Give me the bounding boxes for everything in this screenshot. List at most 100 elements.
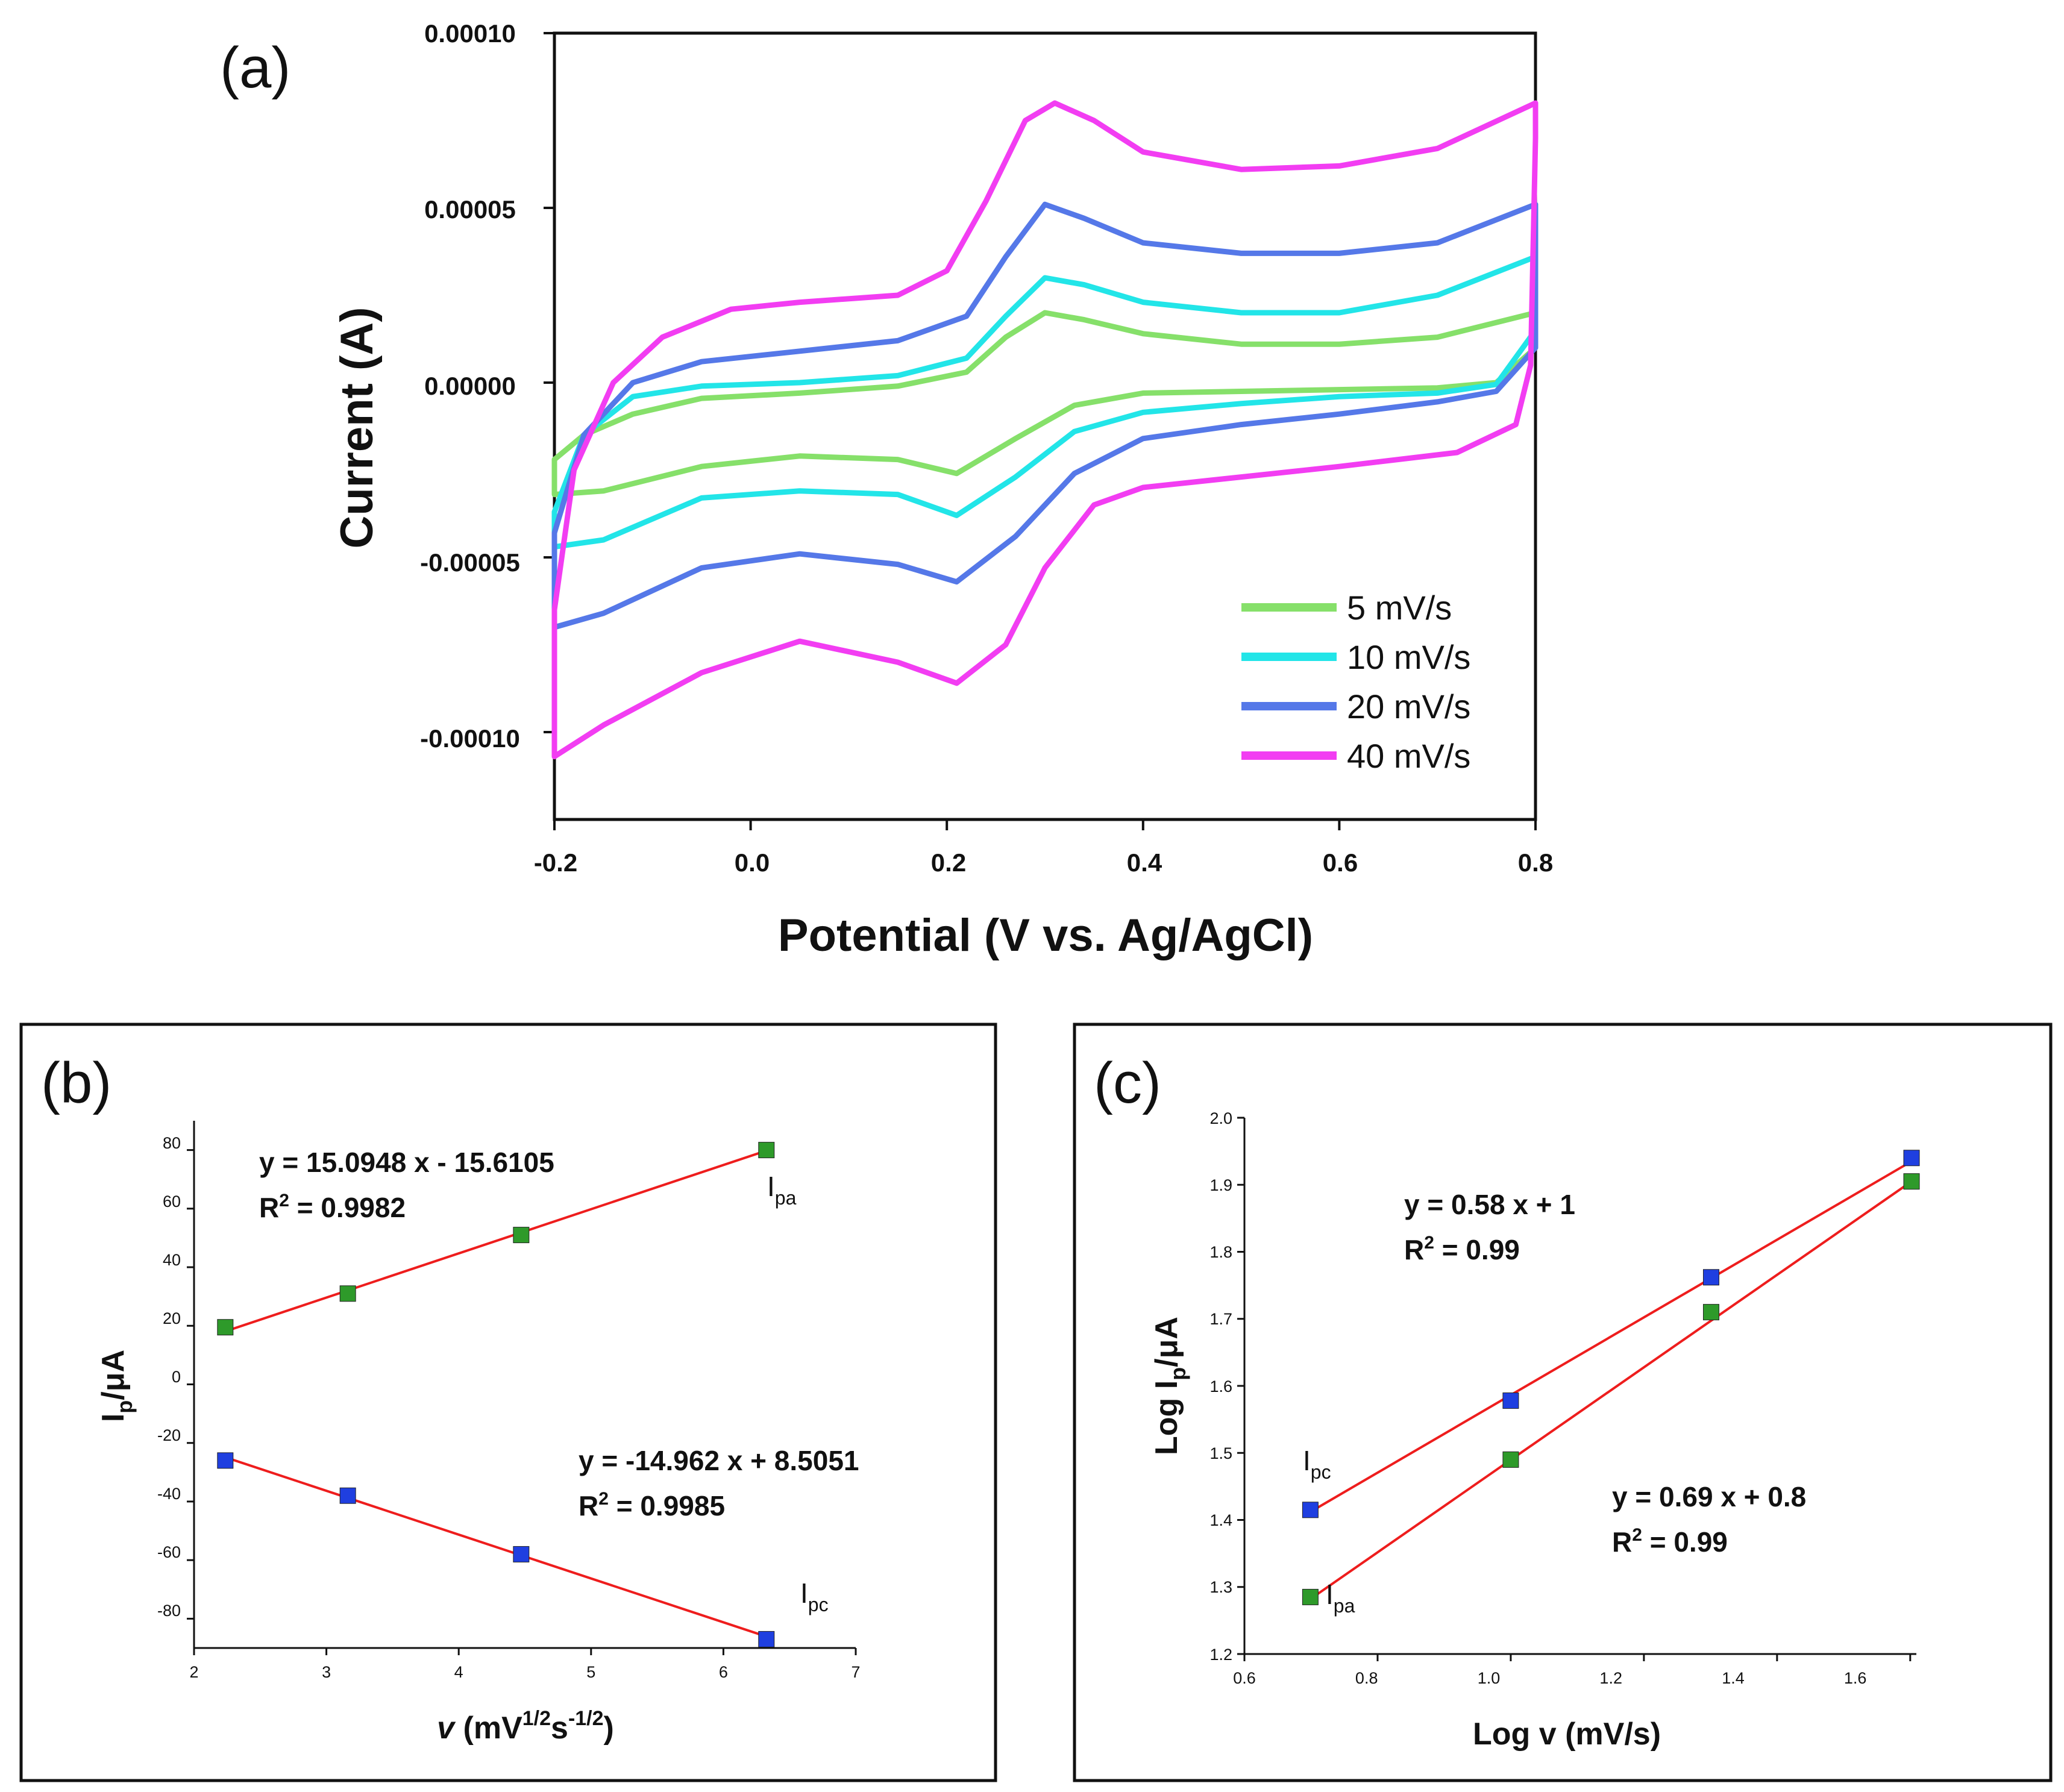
c-ytick-label: 1.2 bbox=[1209, 1646, 1232, 1664]
b-point-ipa bbox=[339, 1285, 356, 1302]
cv-curve-5mVs bbox=[551, 310, 1539, 498]
c-xtick-label: 0.8 bbox=[1355, 1669, 1378, 1687]
panel-b-box bbox=[19, 1023, 997, 1782]
c-point-ipc bbox=[1702, 1269, 1719, 1286]
c-ytick-label: 1.5 bbox=[1209, 1444, 1232, 1462]
c-eq-upper: y = 0.58 x + 1 bbox=[1404, 1189, 1575, 1220]
a-ytick-label: 0.00000 bbox=[424, 372, 516, 400]
c-point-ipc bbox=[1302, 1502, 1319, 1518]
b-point-ipc bbox=[758, 1631, 775, 1647]
b-fit-line-ipa bbox=[225, 1149, 767, 1333]
c-ytick-label: 1.4 bbox=[1209, 1511, 1232, 1529]
c-r2-upper: R2 = 0.99 bbox=[1404, 1233, 1520, 1265]
c-ticks bbox=[1237, 1117, 1912, 1661]
panel-a-ticks bbox=[544, 32, 1537, 830]
b-y-axis-label: Ip/μA bbox=[96, 1350, 137, 1422]
b-plot bbox=[217, 1142, 775, 1647]
c-ytick-label: 1.8 bbox=[1209, 1243, 1232, 1261]
b-ytick-label: 60 bbox=[163, 1192, 181, 1211]
c-point-ipa bbox=[1502, 1451, 1519, 1468]
c-ytick-label: 1.9 bbox=[1209, 1176, 1232, 1194]
a-ytick-label: 0.00010 bbox=[424, 19, 516, 48]
c-xtick-label: 1.0 bbox=[1478, 1669, 1501, 1687]
b-point-ipc bbox=[513, 1546, 530, 1562]
b-ytick-label: 80 bbox=[163, 1134, 181, 1152]
b-ytick-label: 0 bbox=[172, 1368, 181, 1386]
b-ytick-label: -80 bbox=[157, 1602, 181, 1620]
panel-b-label: (b) bbox=[41, 1051, 111, 1115]
b-xtick-label: 6 bbox=[719, 1663, 728, 1681]
b-label-ipa: Ipa bbox=[767, 1171, 797, 1209]
a-legend: 5 mV/s 10 mV/s 20 mV/s 40 mV/s bbox=[1241, 589, 1470, 775]
c-ytick-label: 1.3 bbox=[1209, 1578, 1232, 1596]
panel-c-box bbox=[1073, 1023, 2053, 1782]
c-point-ipa bbox=[1302, 1588, 1319, 1605]
c-fit-line-ipa bbox=[1310, 1180, 1913, 1600]
b-ytick-label: 40 bbox=[163, 1251, 181, 1269]
c-ytick-label: 2.0 bbox=[1209, 1109, 1232, 1127]
panel-a-frame bbox=[553, 31, 1537, 821]
b-xtick-label: 4 bbox=[454, 1663, 463, 1681]
panel-c-label: (c) bbox=[1094, 1051, 1161, 1115]
b-point-ipa bbox=[513, 1227, 530, 1244]
c-eq-lower: y = 0.69 x + 0.8 bbox=[1612, 1481, 1806, 1512]
c-xtick-label: 1.2 bbox=[1599, 1669, 1622, 1687]
panel-a-label: (a) bbox=[220, 36, 290, 100]
c-xtick-label: 0.6 bbox=[1233, 1669, 1256, 1687]
b-ytick-label: 20 bbox=[163, 1309, 181, 1327]
panel-a: (a) 0.00010 0.00005 0.00000 -0.00005 -0.… bbox=[220, 19, 1553, 961]
c-ytick-label: 1.6 bbox=[1209, 1377, 1232, 1396]
a-xtick-label: 0.6 bbox=[1323, 848, 1358, 877]
legend-label-10: 10 mV/s bbox=[1347, 638, 1470, 676]
b-xtick-label: 2 bbox=[189, 1663, 198, 1681]
b-point-ipa bbox=[217, 1319, 234, 1336]
b-ytick-label: -40 bbox=[157, 1485, 181, 1503]
b-eq-upper: y = 15.0948 x - 15.6105 bbox=[259, 1147, 554, 1178]
a-ytick-label: -0.00010 bbox=[420, 724, 520, 753]
b-ticks bbox=[187, 1149, 857, 1655]
legend-label-40: 40 mV/s bbox=[1347, 737, 1470, 775]
c-fit-line-ipc bbox=[1310, 1160, 1913, 1513]
b-r2-lower: R2 = 0.9985 bbox=[579, 1489, 725, 1521]
panel-a-curves bbox=[551, 100, 1539, 760]
b-ytick-label: -60 bbox=[157, 1543, 181, 1561]
b-ytick-label: -20 bbox=[157, 1426, 181, 1444]
b-point-ipa bbox=[758, 1142, 775, 1159]
b-xtick-label: 3 bbox=[322, 1663, 331, 1681]
c-y-axis-label: Log Ip/μA bbox=[1149, 1317, 1190, 1455]
b-xtick-label: 5 bbox=[586, 1663, 595, 1681]
panel-c: (c) 2.0 1.9 1.8 1.7 1.6 1.5 1.4 1.3 1.2 … bbox=[1073, 1023, 2053, 1782]
c-point-ipa bbox=[1702, 1304, 1719, 1321]
b-point-ipc bbox=[339, 1487, 356, 1504]
a-y-axis-label: Current (A) bbox=[331, 307, 383, 548]
a-xtick-label: 0.8 bbox=[1518, 848, 1553, 877]
c-plot bbox=[1302, 1150, 1920, 1605]
c-ytick-label: 1.7 bbox=[1209, 1310, 1232, 1328]
c-x-axis-label: Log v (mV/s) bbox=[1473, 1717, 1661, 1752]
c-xtick-label: 1.4 bbox=[1722, 1669, 1745, 1687]
a-ytick-label: -0.00005 bbox=[420, 548, 520, 577]
c-label-ipc: Ipc bbox=[1303, 1445, 1331, 1483]
legend-label-20: 20 mV/s bbox=[1347, 688, 1470, 725]
a-xtick-label: 0.4 bbox=[1127, 848, 1162, 877]
cv-curve-20mVs bbox=[551, 201, 1539, 630]
c-point-ipc bbox=[1502, 1392, 1519, 1409]
b-fit-line-ipc bbox=[225, 1456, 767, 1638]
a-xtick-label: 0.0 bbox=[735, 848, 770, 877]
b-r2-upper: R2 = 0.9982 bbox=[259, 1191, 406, 1223]
cv-curve-40mVs bbox=[551, 100, 1539, 760]
b-point-ipc bbox=[217, 1452, 234, 1469]
a-x-axis-label: Potential (V vs. Ag/AgCl) bbox=[778, 910, 1313, 961]
c-label-ipa: Ipa bbox=[1326, 1579, 1355, 1617]
c-point-ipa bbox=[1903, 1173, 1920, 1190]
b-x-axis-label: v (mV1/2s-1/2) bbox=[437, 1707, 614, 1746]
panel-b: (b) 80 60 40 20 0 -20 -40 -60 -80 2 3 4 … bbox=[19, 1023, 997, 1782]
a-xtick-label: 0.2 bbox=[931, 848, 966, 877]
a-xtick-label: -0.2 bbox=[534, 848, 577, 877]
b-eq-lower: y = -14.962 x + 8.5051 bbox=[579, 1445, 859, 1476]
a-ytick-label: 0.00005 bbox=[424, 195, 516, 224]
c-point-ipc bbox=[1903, 1150, 1920, 1167]
c-xtick-label: 1.6 bbox=[1844, 1669, 1867, 1687]
c-r2-lower: R2 = 0.99 bbox=[1612, 1525, 1728, 1558]
